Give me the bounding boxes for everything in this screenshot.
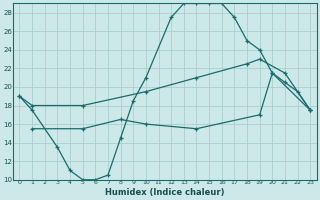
X-axis label: Humidex (Indice chaleur): Humidex (Indice chaleur) xyxy=(105,188,225,197)
